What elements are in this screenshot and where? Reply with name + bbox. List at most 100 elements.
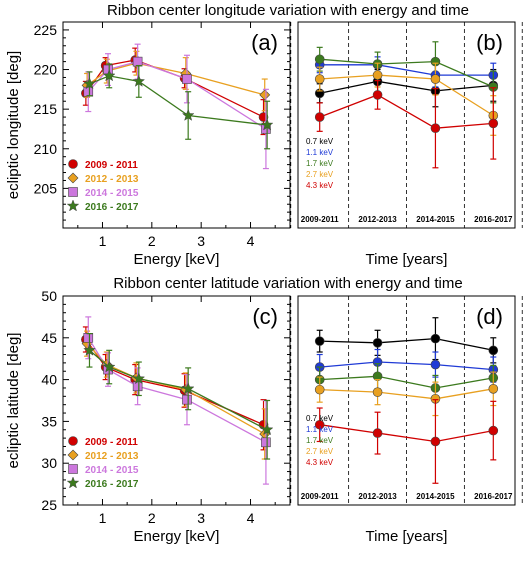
data-point [372, 387, 383, 397]
x-axis-label: Energy [keV] [134, 528, 220, 545]
legend-marker [68, 436, 78, 446]
data-point [314, 419, 325, 430]
x-tick-label: 2014-2015 [416, 492, 455, 501]
series-line [319, 361, 494, 371]
legend-label: 1.1 keV [306, 425, 334, 434]
data-point [132, 74, 146, 87]
data-point [182, 74, 192, 84]
title-latitude: Ribbon center latitude variation with en… [113, 275, 462, 292]
series-line [87, 337, 267, 443]
series-line [89, 75, 268, 126]
x-tick-label: 4 [247, 510, 255, 526]
series-line [319, 388, 494, 400]
data-point [372, 70, 383, 80]
x-axis-label: Time [years] [366, 251, 448, 268]
y-tick-label: 220 [34, 62, 58, 78]
x-tick-label: 4 [247, 233, 255, 249]
x-tick-label: 3 [197, 510, 205, 526]
legend-label: 2012 - 2013 [85, 174, 139, 185]
data-point [260, 118, 274, 131]
y-tick-label: 50 [41, 288, 57, 304]
data-point [430, 436, 441, 447]
data-point [181, 382, 195, 395]
data-point [83, 332, 94, 343]
data-point [132, 56, 143, 67]
data-point [488, 425, 499, 436]
panel-label: (a) [251, 30, 278, 55]
x-tick-label: 2012-2013 [358, 215, 397, 224]
data-point [372, 428, 383, 438]
data-point [314, 54, 325, 65]
legend-label: 2009 - 2011 [85, 437, 138, 448]
x-tick-label: 2009-2011 [301, 215, 339, 224]
x-axis-label: Energy [keV] [134, 251, 220, 268]
data-point [260, 423, 274, 436]
panel-label: (c) [252, 304, 278, 329]
legend-label: 2.7 keV [306, 447, 334, 456]
data-point [259, 89, 271, 101]
y-tick-label: 30 [41, 455, 57, 471]
data-point [430, 359, 441, 370]
y-tick-label: 215 [34, 101, 58, 117]
legend-label: 0.7 keV [306, 414, 334, 423]
x-tick-label: 3 [197, 233, 205, 249]
data-point [132, 381, 143, 392]
y-tick-label: 225 [34, 22, 58, 38]
series-line [319, 80, 494, 94]
series-line [319, 58, 494, 88]
series-line [85, 339, 264, 426]
data-point [182, 394, 192, 405]
data-point [372, 338, 383, 348]
data-point [488, 345, 499, 356]
data-point [488, 118, 499, 129]
legend-label: 1.7 keV [306, 436, 334, 445]
legend-marker [67, 172, 79, 184]
title-longitude: Ribbon center longitude variation with e… [107, 2, 469, 19]
series-line [319, 64, 494, 76]
data-point [83, 77, 96, 90]
y-tick-label: 205 [34, 180, 58, 196]
legend-marker [67, 449, 79, 461]
legend-marker [68, 464, 78, 474]
legend-label: 2016 - 2017 [85, 202, 139, 213]
y-tick-label: 25 [41, 497, 57, 513]
series-line [319, 337, 494, 351]
x-tick-label: 2014-2015 [416, 215, 455, 224]
series-line [89, 349, 268, 431]
x-tick-label: 2 [148, 510, 156, 526]
legend-label: 2009 - 2011 [85, 160, 138, 171]
legend-marker [68, 187, 78, 197]
legend-label: 2014 - 2015 [85, 465, 139, 476]
x-tick-label: 2016-2017 [474, 492, 513, 501]
panel-label: (b) [476, 30, 503, 55]
data-point [261, 437, 271, 448]
x-tick-label: 2 [148, 233, 156, 249]
x-tick-label: 1 [99, 233, 107, 249]
data-point [83, 343, 96, 356]
series-line [319, 74, 494, 117]
legend-label: 1.1 keV [306, 148, 334, 157]
data-point [314, 336, 325, 346]
data-point [102, 69, 116, 82]
data-point [488, 383, 499, 394]
legend-label: 1.7 keV [306, 159, 334, 168]
legend-label: 2012 - 2013 [85, 451, 139, 462]
series-line [319, 94, 494, 129]
data-point [132, 372, 146, 385]
y-tick-label: 210 [34, 141, 58, 157]
y-axis-label: ecliptic longitude [deg] [5, 51, 22, 199]
legend-label: 2.7 keV [306, 170, 334, 179]
data-point [314, 74, 325, 84]
legend-label: 2014 - 2015 [85, 188, 139, 199]
data-point [102, 360, 116, 373]
data-point [181, 108, 195, 121]
data-point [372, 90, 383, 100]
x-tick-label: 1 [99, 510, 107, 526]
legend-label: 4.3 keV [306, 181, 334, 190]
x-tick-label: 2012-2013 [358, 492, 397, 501]
legend-marker [66, 476, 80, 489]
y-tick-label: 45 [41, 330, 57, 346]
x-tick-label: 2016-2017 [474, 215, 513, 224]
data-point [430, 333, 441, 344]
